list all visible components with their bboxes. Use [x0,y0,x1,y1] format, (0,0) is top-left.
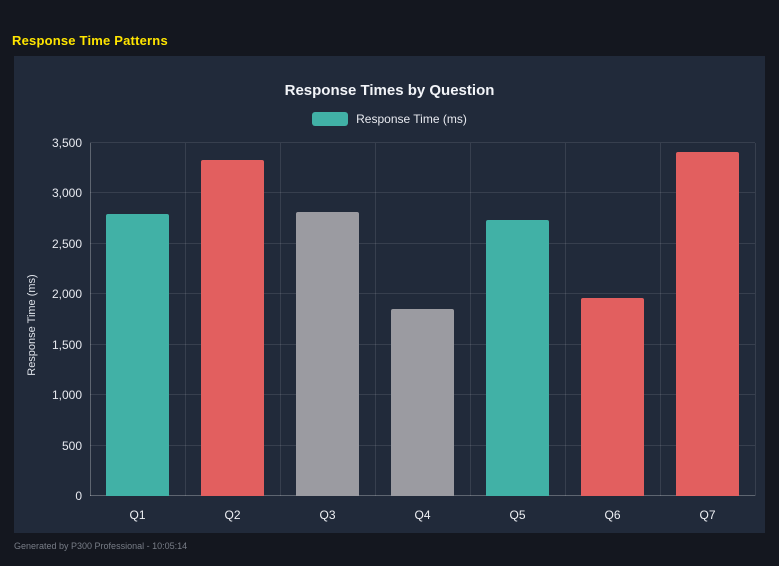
bar-q7[interactable] [676,152,739,496]
gridline-vertical [375,143,376,496]
x-tick-label-q2: Q2 [224,508,241,522]
y-tick-label: 3,000 [51,186,82,201]
x-tick-label-q7: Q7 [699,508,716,522]
x-tick-label-q5: Q5 [509,508,526,522]
gridline-horizontal [90,293,755,295]
plot-area [90,142,756,496]
y-tick-label: 2,000 [51,287,82,302]
gridline-vertical [565,143,566,496]
legend-swatch [312,112,349,126]
y-axis-tick-labels: 0 500 1,000 1,500 2,000 2,500 3,000 3,500 [14,136,82,503]
gridline-horizontal [90,242,755,244]
chart-panel: Response Times by Question Response Time… [14,56,765,533]
x-tick-label-q4: Q4 [414,508,431,522]
bar-q5[interactable] [486,219,549,496]
x-tick-label-q6: Q6 [604,508,621,522]
page-title: Response Time Patterns [12,33,168,48]
gridline-horizontal [90,192,755,194]
bar-q1[interactable] [106,213,169,496]
gridline-vertical [280,143,281,496]
legend-item-response-time[interactable]: Response Time (ms) [14,112,765,126]
y-tick-label: 2,500 [51,236,82,251]
gridline-vertical [470,143,471,496]
y-axis-line [90,143,91,496]
gridline-vertical [185,143,186,496]
legend-label: Response Time (ms) [356,112,467,126]
y-tick-label: 0 [75,489,82,503]
gridline-vertical [755,143,756,496]
footer-text: Generated by P300 Professional - 10:05:1… [14,541,188,551]
x-tick-label-q3: Q3 [319,508,336,522]
bar-q2[interactable] [201,160,264,496]
y-tick-label: 500 [61,438,82,453]
y-tick-label: 1,500 [51,337,82,352]
x-axis-tick-labels: Q1 Q2 Q3 Q4 Q5 Q6 Q7 [90,508,755,528]
y-tick-label: 3,500 [51,136,82,150]
bar-q3[interactable] [296,211,359,496]
y-tick-label: 1,000 [51,388,82,403]
gridline-vertical [660,143,661,496]
bar-q4[interactable] [391,309,454,496]
chart-title: Response Times by Question [284,82,495,99]
bar-q6[interactable] [581,298,644,496]
gridline-horizontal [90,142,755,143]
x-tick-label-q1: Q1 [129,508,146,522]
